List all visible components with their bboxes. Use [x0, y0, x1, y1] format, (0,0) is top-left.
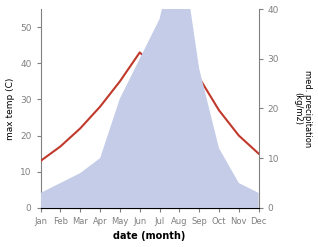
- Y-axis label: med. precipitation
(kg/m2): med. precipitation (kg/m2): [293, 70, 313, 147]
- Y-axis label: max temp (C): max temp (C): [5, 77, 15, 140]
- X-axis label: date (month): date (month): [114, 231, 186, 242]
